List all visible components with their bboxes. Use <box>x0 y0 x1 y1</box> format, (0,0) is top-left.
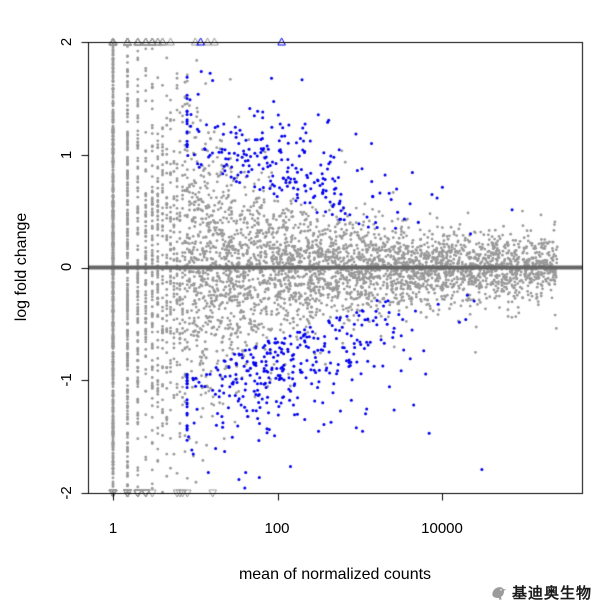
bird-logo-icon <box>489 583 509 603</box>
y-tick-label-0: 0 <box>57 262 75 272</box>
y-axis-title: log fold change <box>13 212 30 322</box>
watermark: 基迪奥生物 <box>489 582 592 603</box>
watermark-text: 基迪奥生物 <box>511 585 592 602</box>
x-axis-title: mean of normalized counts <box>238 566 432 583</box>
x-tick-label-1: 1 <box>108 520 118 537</box>
x-tick-label-10000: 10000 <box>421 520 463 537</box>
y-tick-label-2: 2 <box>57 37 75 47</box>
y-tick-label-neg2: -2 <box>57 486 75 500</box>
x-tick-label-100: 100 <box>264 520 290 537</box>
y-tick-label-1: 1 <box>57 150 75 160</box>
y-tick-label-neg1: -1 <box>57 373 75 387</box>
